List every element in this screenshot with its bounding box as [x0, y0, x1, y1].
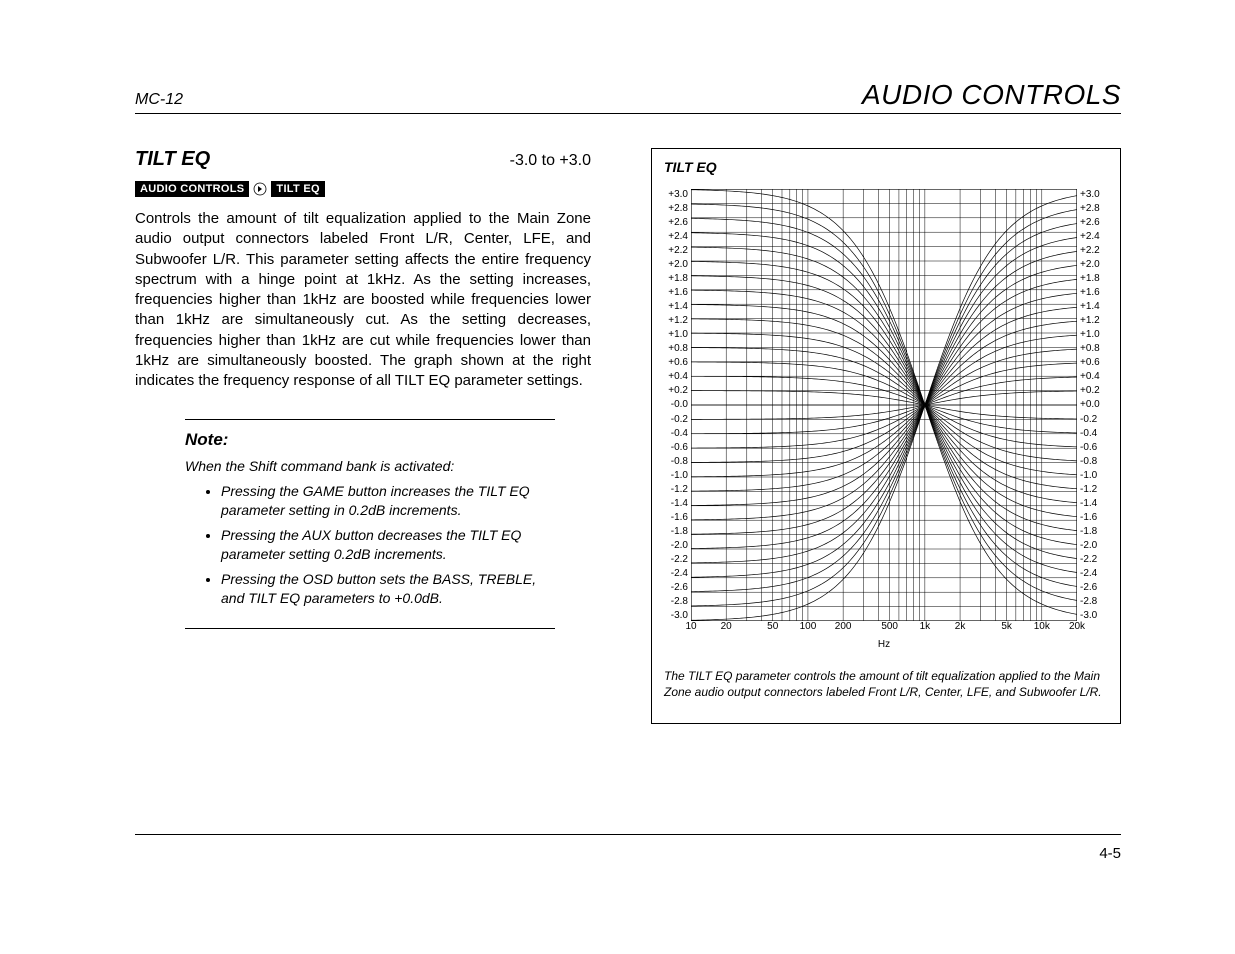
crumb-tilt-eq: TILT EQ — [271, 181, 324, 197]
param-range: -3.0 to +3.0 — [510, 152, 591, 170]
note-item: Pressing the OSD button sets the BASS, T… — [221, 570, 555, 608]
note-heading: Note: — [185, 430, 555, 450]
note-item: Pressing the AUX button decreases the TI… — [221, 526, 555, 564]
tilt-eq-chart — [691, 189, 1077, 621]
breadcrumb: AUDIO CONTROLS TILT EQ — [135, 181, 591, 197]
page-number: 4-5 — [1099, 845, 1121, 862]
text-column: TILT EQ -3.0 to +3.0 AUDIO CONTROLS TILT… — [135, 148, 591, 724]
x-labels: 1020501002005001k2k5k10k20k — [691, 621, 1077, 635]
graph-frame: TILT EQ +3.0+2.8+2.6+2.4+2.2+2.0+1.8+1.6… — [651, 148, 1121, 724]
y-labels-right: +3.0+2.8+2.6+2.4+2.2+2.0+1.8+1.6+1.4+1.2… — [1077, 189, 1104, 621]
x-axis-label: Hz — [691, 639, 1077, 650]
graph-title: TILT EQ — [664, 159, 1110, 175]
param-title: TILT EQ — [135, 148, 210, 171]
body-paragraph: Controls the amount of tilt equalization… — [135, 209, 591, 391]
crumb-audio-controls: AUDIO CONTROLS — [135, 181, 249, 197]
header-right: AUDIO CONTROLS — [862, 79, 1121, 113]
crumb-arrow-icon — [253, 182, 267, 196]
note-intro: When the Shift command bank is activated… — [185, 458, 555, 474]
footer-rule — [135, 834, 1121, 835]
header-left: MC-12 — [135, 91, 183, 111]
note-item: Pressing the GAME button increases the T… — [221, 482, 555, 520]
graph-column: TILT EQ +3.0+2.8+2.6+2.4+2.2+2.0+1.8+1.6… — [651, 148, 1121, 724]
graph-caption: The TILT EQ parameter controls the amoun… — [664, 668, 1110, 700]
y-labels-left: +3.0+2.8+2.6+2.4+2.2+2.0+1.8+1.6+1.4+1.2… — [664, 189, 691, 621]
note-box: Note: When the Shift command bank is act… — [185, 419, 555, 628]
